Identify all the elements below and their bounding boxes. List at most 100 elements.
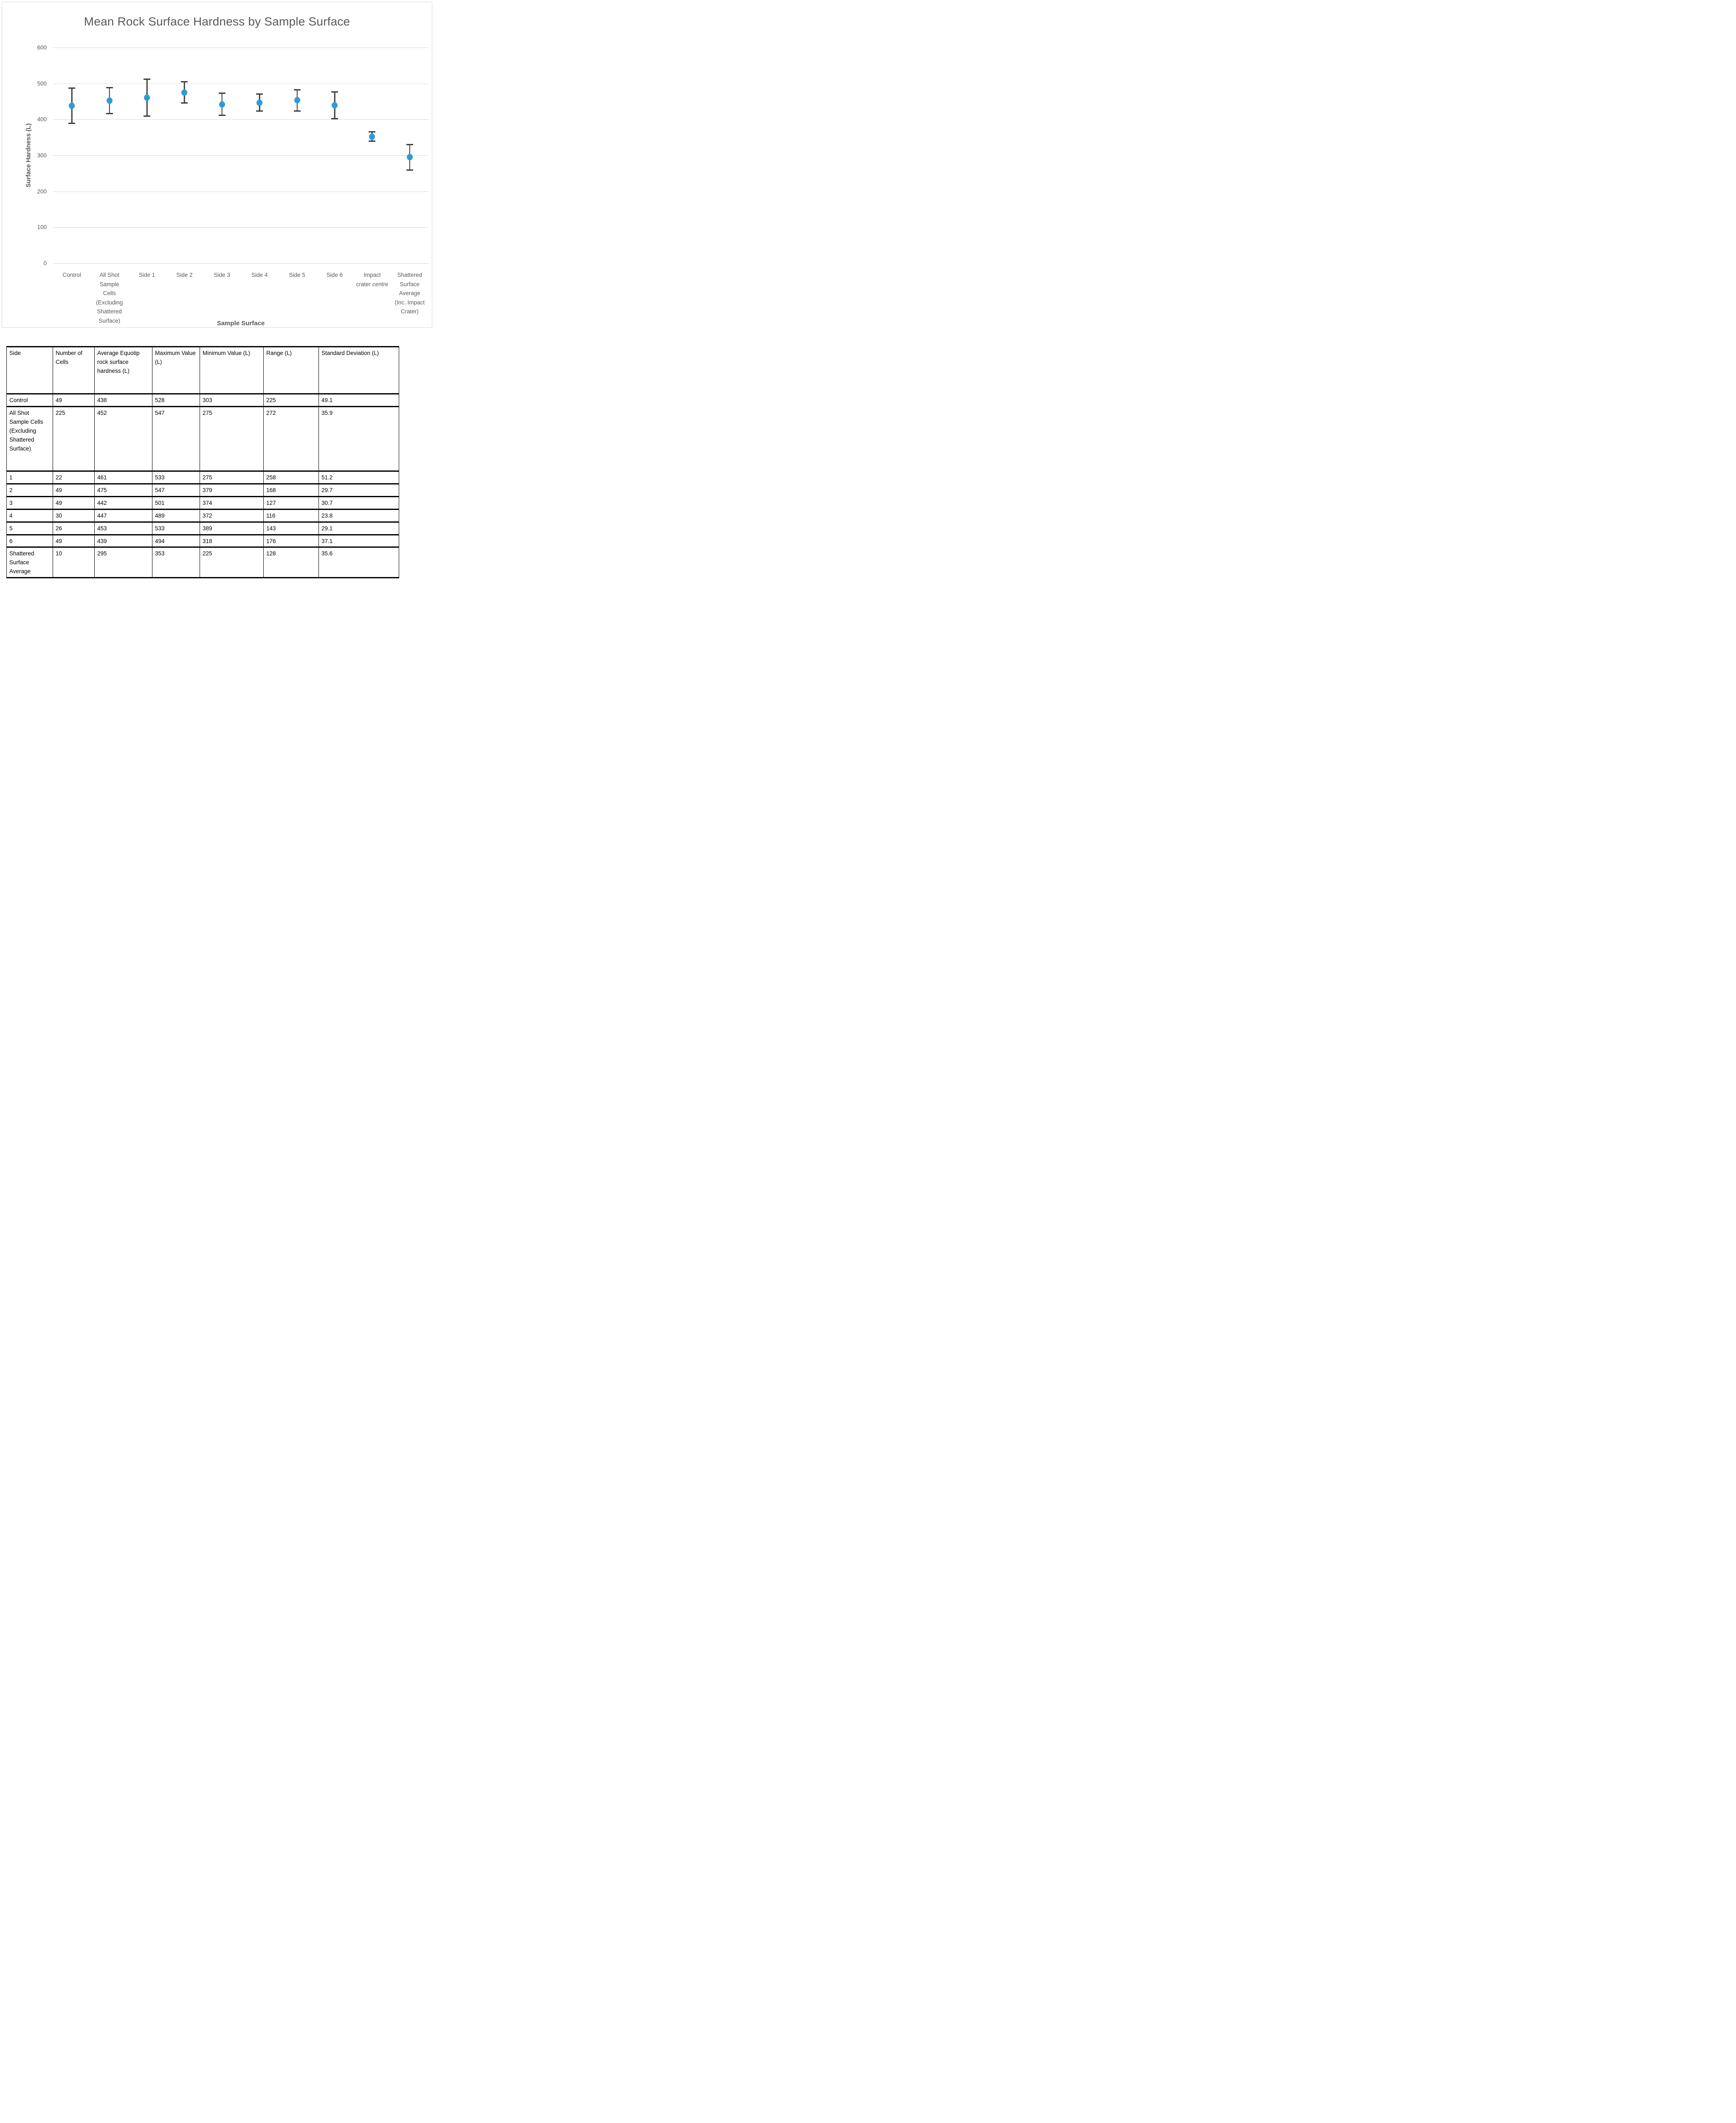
x-category-label: Side 1 (138, 272, 155, 278)
data-point-marker (406, 154, 413, 160)
table-cell: 501 (152, 496, 200, 510)
table-cell: 2 (6, 483, 53, 497)
x-category-label: Side 4 (251, 272, 268, 278)
error-bar-cap-top (256, 93, 263, 95)
table-header-cell: Maximum Value (L) (152, 346, 200, 394)
table-cell: 272 (263, 405, 319, 472)
table-header-cell: Range (L) (263, 346, 319, 394)
table-cell: Control (6, 393, 53, 407)
table-cell: 3 (6, 496, 53, 510)
summary-statistics-table: Side Number of Cells Average Equotip rock … (6, 346, 399, 579)
table-cell: 1 (6, 470, 53, 484)
table-cell: 176 (263, 534, 319, 548)
table-cell: 51.2 (318, 470, 399, 484)
table-cell: 35.9 (318, 405, 399, 472)
y-axis-tick-label: 600 (37, 44, 47, 51)
table-cell: 303 (200, 393, 264, 407)
error-bar-cap-top (106, 87, 113, 89)
y-gridline (53, 191, 428, 192)
table-cell: 116 (263, 508, 319, 523)
table-cell: 275 (200, 470, 264, 484)
error-bar-cap-bottom (369, 141, 376, 142)
data-point-marker (106, 97, 113, 104)
error-bar-cap-bottom (68, 123, 76, 124)
table-cell: 547 (152, 405, 200, 472)
y-gridline (53, 155, 428, 156)
table-cell: 30.7 (318, 496, 399, 510)
error-bar-cap-bottom (181, 102, 188, 104)
table-cell: 49 (53, 496, 95, 510)
y-gridline (53, 119, 428, 120)
chart-container: Mean Rock Surface Hardness by Sample Sur… (2, 2, 432, 328)
y-gridline (53, 227, 428, 228)
x-category-label: Control (62, 272, 81, 278)
table-cell: 447 (94, 508, 152, 523)
table-cell: 5 (6, 521, 53, 535)
table-cell: 439 (94, 534, 152, 548)
error-bar-cap-bottom (106, 113, 113, 115)
table-cell: 6 (6, 534, 53, 548)
table-cell: 353 (152, 546, 200, 579)
table-cell: 49 (53, 393, 95, 407)
data-point-marker (332, 102, 338, 109)
table-cell: 29.7 (318, 483, 399, 497)
table-row: Control 49 438 528 303 225 49.1 (6, 393, 399, 407)
data-point-marker (256, 99, 263, 106)
data-point-marker (294, 97, 300, 104)
table-cell: 127 (263, 496, 319, 510)
table-header-cell: Average Equotip rock surface hardness (L… (94, 346, 152, 394)
data-point-marker (181, 89, 188, 96)
table-cell: Shattered Surface Average (6, 546, 53, 579)
table-header-cell: Side (6, 346, 53, 394)
table-cell: 533 (152, 521, 200, 535)
table-header-row: Side Number of Cells Average Equotip rock … (6, 346, 399, 394)
plot-area: 0 100 200 300 400 500 600 Control All Shot Sampl… (2, 2, 432, 327)
table-cell: 528 (152, 393, 200, 407)
data-point-marker (219, 101, 225, 108)
x-category-label: Side 2 (176, 272, 193, 278)
x-category-label: All Shot Sample Cells (Excluding Shatter… (96, 272, 123, 324)
error-bar-cap-bottom (331, 118, 338, 120)
table-row: 6 49 439 494 318 176 37.1 (6, 534, 399, 548)
table-cell: 23.8 (318, 508, 399, 523)
error-bar-cap-bottom (218, 115, 225, 116)
table-row: 4 30 447 489 372 116 23.8 (6, 508, 399, 523)
table-cell: 35.6 (318, 546, 399, 579)
table-cell: 49 (53, 534, 95, 548)
y-gridline (53, 263, 428, 264)
x-category-label: Side 5 (289, 272, 305, 278)
table-header-cell: Number of Cells (53, 346, 95, 394)
chart-title: Mean Rock Surface Hardness by Sample Sur… (84, 15, 350, 28)
table-cell: 372 (200, 508, 264, 523)
error-bar-cap-bottom (144, 115, 150, 117)
error-bar-cap-bottom (256, 110, 263, 112)
y-axis-title: Surface Hardness (L) (25, 123, 32, 188)
error-bar-cap-top (68, 87, 76, 89)
table-cell: 461 (94, 470, 152, 484)
y-axis-tick-label: 500 (37, 80, 47, 87)
table-cell: 547 (152, 483, 200, 497)
table-cell: 49 (53, 483, 95, 497)
table-row: 3 49 442 501 374 127 30.7 (6, 496, 399, 510)
x-category-label: Impact crater centre (356, 272, 389, 287)
table-cell: 295 (94, 546, 152, 579)
y-axis-tick-label: 100 (37, 224, 47, 231)
table-cell: 225 (200, 546, 264, 579)
error-bar-cap-top (369, 131, 376, 133)
table-cell: 26 (53, 521, 95, 535)
table-cell: 22 (53, 470, 95, 484)
table-cell: 128 (263, 546, 319, 579)
table-cell: 389 (200, 521, 264, 535)
error-bar-cap-top (181, 81, 188, 83)
table-cell: 258 (263, 470, 319, 484)
table-cell: 10 (53, 546, 95, 579)
table-header-cell: Standard Deviation (L) (318, 346, 399, 394)
error-bar-cap-bottom (406, 169, 413, 171)
table-cell: All Shot Sample Cells (Excluding Shatter… (6, 405, 53, 472)
data-point-marker (69, 102, 75, 109)
table-cell: 374 (200, 496, 264, 510)
error-bar-cap-top (406, 144, 413, 145)
table-cell: 438 (94, 393, 152, 407)
x-category-label: Shattered Surface Average (Inc. Impact C… (395, 272, 425, 315)
y-axis-tick-label: 200 (37, 188, 47, 195)
